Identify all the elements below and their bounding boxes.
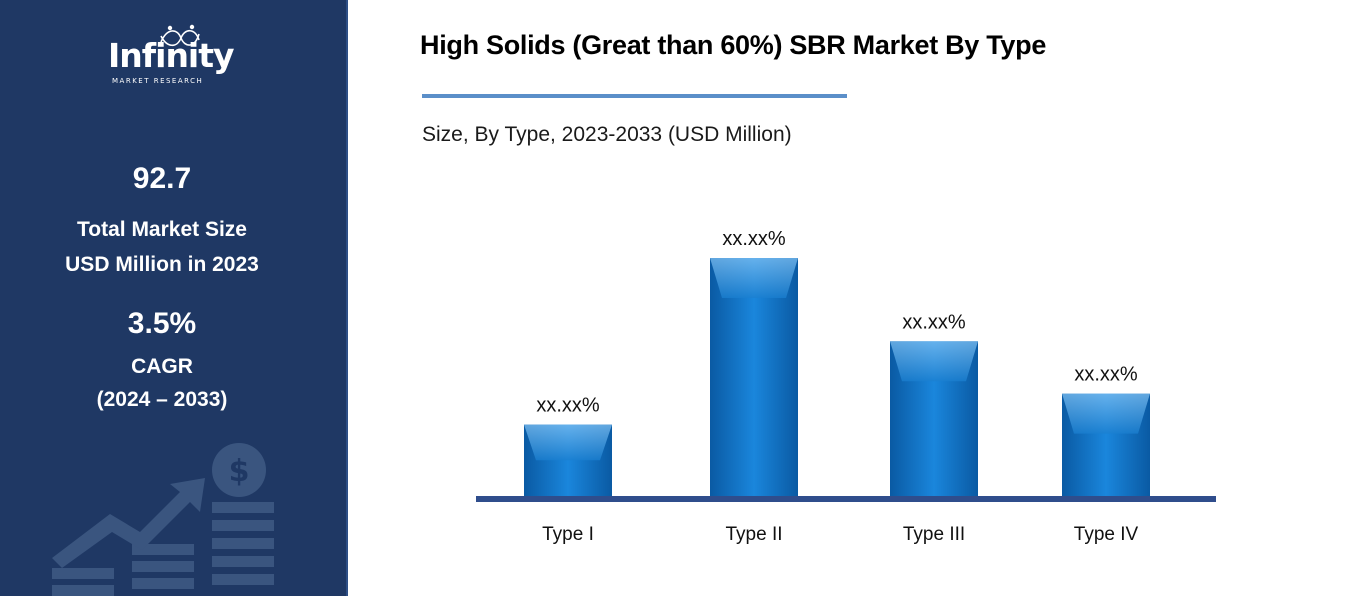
bar-stack-icon	[52, 568, 114, 579]
logo-swirl-icon	[160, 24, 200, 47]
infinity-logo: Infinity MARKET RESEARCH	[100, 22, 250, 92]
svg-text:$: $	[229, 454, 250, 489]
market-size-value: 92.7	[132, 162, 192, 195]
chart-subtitle: Size, By Type, 2023-2033 (USD Million)	[422, 123, 792, 146]
growth-chart-illustration: $	[52, 443, 274, 596]
x-tick-label: Type IV	[1074, 524, 1139, 545]
x-tick-label: Type I	[542, 524, 594, 545]
x-tick-label: Type III	[903, 524, 965, 545]
dollar-coin-icon	[212, 443, 266, 497]
cagr-value: 3.5%	[127, 307, 197, 340]
data-label: xx.xx%	[902, 311, 966, 333]
data-label: xx.xx%	[536, 395, 600, 417]
logo-tagline: MARKET RESEARCH	[112, 77, 204, 85]
growth-arrow-icon	[52, 478, 205, 568]
data-label: xx.xx%	[722, 228, 786, 250]
bar-bevel	[710, 258, 798, 298]
sidebar-divider	[346, 0, 348, 596]
cagr-period: (2024 – 2033)	[96, 388, 228, 411]
bar-bevel	[524, 424, 612, 461]
market-size-unit-label: USD Million in 2023	[65, 253, 259, 276]
logo-wordmark: Infinity	[108, 36, 235, 75]
chart-title: High Solids (Great than 60%) SBR Market …	[420, 30, 1047, 60]
x-tick-label: Type II	[725, 524, 782, 545]
data-label: xx.xx%	[1074, 364, 1138, 386]
market-size-label: Total Market Size	[77, 218, 247, 241]
sidebar-panel: Infinity MARKET RESEARCH 92.7 Total Mark…	[0, 0, 346, 596]
bar-bevel	[890, 341, 978, 382]
bar-bevel	[1062, 393, 1150, 434]
cagr-label: CAGR	[131, 355, 193, 378]
title-underline	[422, 94, 847, 98]
x-axis-baseline	[476, 496, 1216, 502]
